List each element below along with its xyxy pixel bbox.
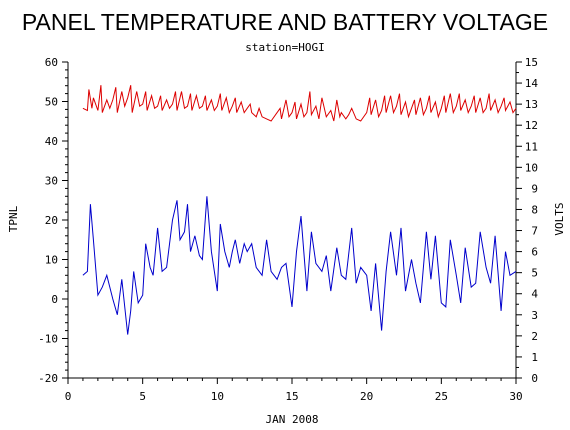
y-right-tick-label: 14 — [525, 77, 539, 90]
y-right-tick-label: 6 — [531, 246, 538, 259]
y-left-tick-label: -20 — [38, 372, 58, 385]
y-left-tick-label: 50 — [45, 96, 58, 109]
y-axis-left-ticks: -20 -10 0 10 20 30 40 50 60 — [38, 56, 68, 385]
x-axis-ticks: 0 5 10 15 20 25 30 — [65, 378, 523, 403]
y-right-tick-label: 8 — [531, 203, 538, 216]
chart-subtitle: station=HOGI — [245, 41, 324, 54]
y-right-tick-label: 3 — [531, 309, 538, 322]
y-right-tick-label: 0 — [531, 372, 538, 385]
x-tick-label: 20 — [360, 390, 373, 403]
x-tick-label: 25 — [435, 390, 448, 403]
y-right-tick-label: 11 — [525, 140, 538, 153]
y-right-tick-label: 7 — [531, 225, 538, 238]
y-left-tick-label: 0 — [51, 293, 58, 306]
y-right-tick-label: 1 — [531, 351, 538, 364]
y-axis-right-label: VOLTS — [553, 202, 566, 235]
y-right-tick-label: 4 — [531, 288, 538, 301]
y-right-tick-label: 15 — [525, 56, 538, 69]
chart-title: PANEL TEMPERATURE AND BATTERY VOLTAGE — [22, 9, 548, 35]
y-axis-left-label: TPNL — [7, 205, 20, 232]
x-tick-label: 30 — [509, 390, 522, 403]
y-right-tick-label: 10 — [525, 161, 538, 174]
volts-series-line — [82, 85, 517, 122]
x-tick-label: 10 — [211, 390, 224, 403]
tpnl-series-line — [82, 196, 517, 335]
y-left-tick-label: 40 — [45, 135, 58, 148]
y-right-tick-label: 2 — [531, 330, 538, 343]
x-tick-label: 5 — [139, 390, 146, 403]
x-tick-label: 0 — [65, 390, 72, 403]
plot-frame — [67, 62, 517, 379]
y-left-tick-label: 20 — [45, 214, 58, 227]
y-right-tick-label: 9 — [531, 182, 538, 195]
y-left-tick-label: 30 — [45, 175, 58, 188]
y-right-tick-label: 5 — [531, 267, 538, 280]
y-left-tick-label: 10 — [45, 254, 58, 267]
series-layer — [82, 85, 517, 335]
y-right-tick-label: 12 — [525, 119, 538, 132]
y-left-tick-label: 60 — [45, 56, 58, 69]
x-axis-label: JAN 2008 — [266, 413, 319, 426]
x-tick-label: 15 — [285, 390, 298, 403]
y-right-tick-label: 13 — [525, 98, 538, 111]
y-left-tick-label: -10 — [38, 333, 58, 346]
